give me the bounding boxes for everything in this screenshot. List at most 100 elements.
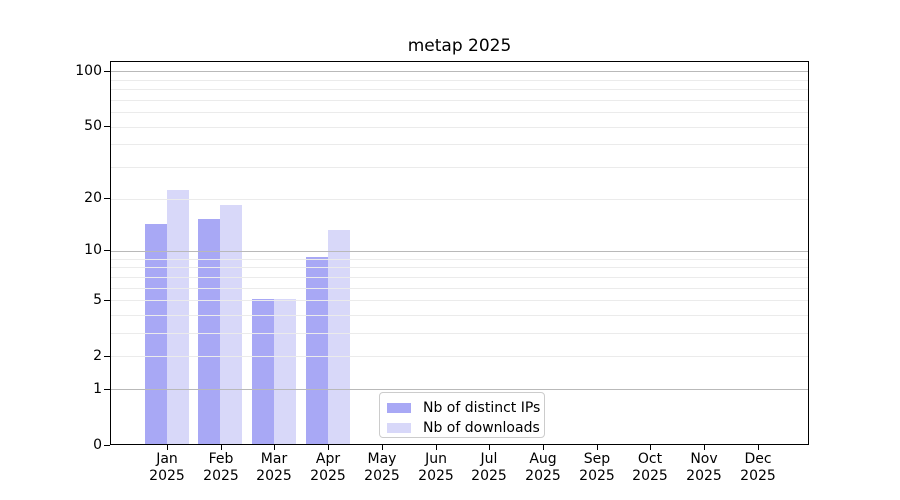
y-tick-mark-20 <box>104 198 110 199</box>
x-tick-month: Aug <box>529 451 557 467</box>
y-tick-label-2: 2 <box>93 348 102 364</box>
bar-distinct-ips-mar <box>251 298 274 444</box>
x-tick-mark-jun <box>436 445 437 450</box>
legend-entry-distinct-ips: Nb of distinct IPs <box>387 399 544 416</box>
x-tick-year: 2025 <box>579 468 615 484</box>
y-tick-label-50: 50 <box>84 118 102 134</box>
bar-downloads-apr <box>327 229 350 444</box>
x-tick-mark-aug <box>543 445 544 450</box>
gridline-minor-5 <box>111 300 808 302</box>
x-tick-year: 2025 <box>256 468 292 484</box>
x-tick-label-jun: Jun 2025 <box>404 451 468 485</box>
x-tick-label-sep: Sep 2025 <box>565 451 629 485</box>
x-tick-label-feb: Feb 2025 <box>189 451 253 485</box>
x-tick-year: 2025 <box>149 468 185 484</box>
x-tick-month: Jan <box>156 451 178 467</box>
gridline-minor-30 <box>111 166 808 168</box>
x-tick-label-dec: Dec 2025 <box>726 451 790 485</box>
x-tick-year: 2025 <box>525 468 561 484</box>
x-tick-year: 2025 <box>203 468 239 484</box>
x-tick-year: 2025 <box>686 468 722 484</box>
gridline-minor-7 <box>111 276 808 278</box>
x-tick-month: Jul <box>480 451 498 467</box>
y-tick-label-10: 10 <box>84 242 102 258</box>
gridline-major-100 <box>111 71 808 73</box>
legend-label: Nb of distinct IPs <box>423 399 541 416</box>
x-tick-year: 2025 <box>471 468 507 484</box>
y-tick-label-100: 100 <box>75 63 102 79</box>
x-tick-label-aug: Aug 2025 <box>511 451 575 485</box>
x-tick-month: Sep <box>583 451 611 467</box>
gridline-minor-80 <box>111 89 808 90</box>
gridline-minor-4 <box>111 314 808 316</box>
y-tick-label-5: 5 <box>93 292 102 308</box>
x-tick-label-mar: Mar 2025 <box>242 451 306 485</box>
plot-area <box>110 61 809 445</box>
x-tick-month: Feb <box>208 451 234 467</box>
x-tick-mark-nov <box>704 445 705 450</box>
x-tick-label-oct: Oct 2025 <box>618 451 682 485</box>
chart-title: metap 2025 <box>407 36 512 56</box>
bar-downloads-feb <box>220 205 243 444</box>
gridline-minor-60 <box>111 112 808 113</box>
y-tick-mark-2 <box>104 356 110 357</box>
x-tick-month: Mar <box>260 451 288 467</box>
y-tick-mark-10 <box>104 250 110 251</box>
gridline-minor-6 <box>111 287 808 289</box>
x-tick-mark-apr <box>328 445 329 450</box>
x-tick-label-nov: Nov 2025 <box>672 451 736 485</box>
x-tick-year: 2025 <box>364 468 400 484</box>
gridline-minor-90 <box>111 79 808 81</box>
x-tick-mark-sep <box>597 445 598 450</box>
x-tick-mark-may <box>382 445 383 450</box>
x-tick-mark-dec <box>758 445 759 450</box>
x-tick-mark-jan <box>167 445 168 450</box>
x-tick-month: Apr <box>315 451 341 467</box>
x-tick-label-jan: Jan 2025 <box>135 451 199 485</box>
x-tick-month: Nov <box>690 451 718 467</box>
legend-label: Nb of downloads <box>423 419 540 436</box>
x-tick-year: 2025 <box>632 468 668 484</box>
bar-distinct-ips-apr <box>305 257 328 444</box>
legend-swatch-icon <box>387 422 411 433</box>
gridline-minor-40 <box>111 144 808 146</box>
y-tick-mark-1 <box>104 389 110 390</box>
bar-distinct-ips-feb <box>198 219 221 444</box>
x-tick-month: Dec <box>744 451 772 467</box>
x-tick-mark-mar <box>274 445 275 450</box>
y-tick-label-20: 20 <box>84 190 102 206</box>
gridline-minor-8 <box>111 267 808 269</box>
y-tick-mark-5 <box>104 300 110 301</box>
gridline-minor-70 <box>111 99 808 101</box>
legend-swatch-icon <box>387 402 411 413</box>
bar-distinct-ips-jan <box>144 224 167 444</box>
y-tick-mark-0 <box>104 445 110 446</box>
x-tick-year: 2025 <box>418 468 454 484</box>
x-tick-year: 2025 <box>310 468 346 484</box>
x-tick-month: Jun <box>425 451 447 467</box>
gridline-minor-3 <box>111 333 808 334</box>
gridline-minor-20 <box>111 198 808 200</box>
y-tick-mark-50 <box>104 126 110 127</box>
gridline-major-10 <box>111 251 808 252</box>
x-tick-label-may: May 2025 <box>350 451 414 485</box>
x-tick-label-jul: Jul 2025 <box>457 451 521 485</box>
x-tick-label-apr: Apr 2025 <box>296 451 360 485</box>
bar-downloads-mar <box>273 298 296 444</box>
gridline-major-1 <box>111 389 808 391</box>
x-tick-year: 2025 <box>740 468 776 484</box>
y-tick-label-0: 0 <box>93 437 102 453</box>
bar-downloads-jan <box>166 189 189 444</box>
x-tick-month: May <box>367 451 397 467</box>
x-tick-mark-jul <box>489 445 490 450</box>
gridline-minor-50 <box>111 126 808 128</box>
legend-entry-downloads: Nb of downloads <box>387 419 544 436</box>
y-tick-mark-100 <box>104 71 110 72</box>
x-tick-month: Oct <box>637 451 663 467</box>
y-tick-label-1: 1 <box>93 381 102 397</box>
x-tick-mark-oct <box>650 445 651 450</box>
gridline-minor-9 <box>111 258 808 260</box>
legend: Nb of distinct IPs Nb of downloads <box>379 392 545 438</box>
gridline-minor-2 <box>111 356 808 358</box>
